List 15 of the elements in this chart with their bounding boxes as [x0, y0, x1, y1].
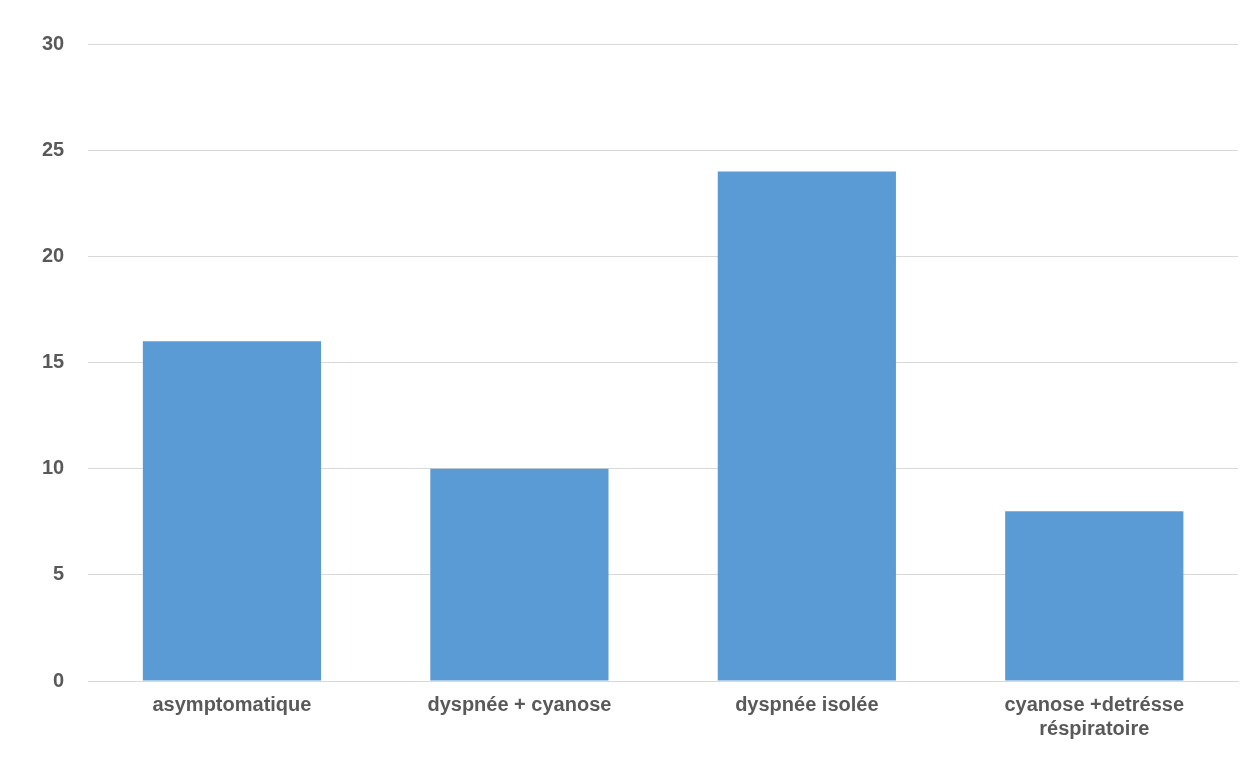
x-tick-label: cyanose +detrésse réspiratoire	[1004, 692, 1185, 739]
y-tick-label: 15	[42, 350, 65, 373]
y-tick-label: 10	[42, 456, 65, 479]
bar	[430, 468, 609, 681]
y-tick-label: 5	[53, 562, 65, 585]
x-tick-label: dyspnée + cyanose	[427, 692, 612, 715]
bar	[1005, 511, 1184, 681]
y-tick-label: 30	[42, 31, 65, 54]
bar	[717, 171, 896, 681]
y-tick-label: 20	[42, 243, 65, 266]
x-tick-label: dyspnée isolée	[735, 692, 879, 715]
y-tick-label: 0	[53, 668, 65, 691]
bar	[142, 341, 322, 681]
y-tick-label: 25	[42, 137, 65, 160]
x-tick-label: asymptomatique	[152, 692, 312, 715]
